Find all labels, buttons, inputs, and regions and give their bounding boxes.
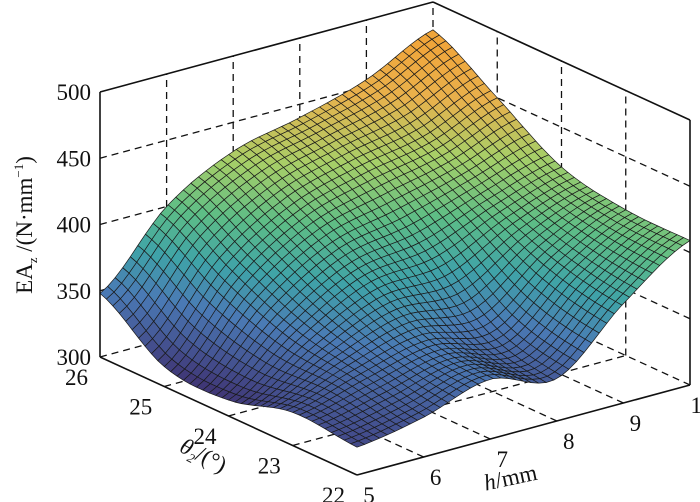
y-tick-label: 26 xyxy=(65,365,88,390)
y-tick-label: 25 xyxy=(129,395,152,420)
x-axis-label: h/mm xyxy=(482,460,540,496)
surface-cell xyxy=(350,440,365,448)
y-axis-label: θ2/(°) xyxy=(175,433,231,480)
x-tick-label: 8 xyxy=(563,429,575,454)
tick-labels: 300 350 400 450 500 22 23 24 25 26 5 6 7 8 9 10 xyxy=(57,80,700,502)
surface xyxy=(99,29,691,448)
z-axis-label: EAz /(N·mm−1) xyxy=(11,156,40,294)
box-edge xyxy=(99,1,434,93)
x-axis-line xyxy=(356,384,691,476)
grid-line xyxy=(292,354,626,447)
y-tick-label: 24 xyxy=(194,424,218,449)
x-tick-label: 7 xyxy=(496,447,508,472)
z-tick-label: 300 xyxy=(57,345,92,370)
z-tick-label: 450 xyxy=(57,146,92,171)
y-tick-label: 22 xyxy=(322,483,345,502)
x-tick-label: 10 xyxy=(691,393,700,418)
z-tick-label: 400 xyxy=(57,213,92,238)
z-axis-label-main: EA xyxy=(12,263,37,294)
x-axis-label-main: h xyxy=(482,469,498,496)
x-tick-label: 9 xyxy=(630,411,642,436)
x-tick-label: 6 xyxy=(430,465,442,490)
z-axis-label-close: ) xyxy=(12,156,37,164)
grid-line xyxy=(99,67,434,159)
axes xyxy=(99,1,691,476)
z-axis-label-sub: z xyxy=(25,257,40,263)
box-edge xyxy=(432,1,691,121)
z-axis-label-unit: /(N·mm xyxy=(12,178,37,258)
x-tick-label: 5 xyxy=(363,483,375,502)
y-tick-label: 23 xyxy=(258,454,281,479)
z-tick-label: 350 xyxy=(57,279,92,304)
z-axis-label-sup: −1 xyxy=(11,164,26,178)
z-tick-label: 500 xyxy=(57,80,92,105)
y-axis-line xyxy=(99,356,358,476)
